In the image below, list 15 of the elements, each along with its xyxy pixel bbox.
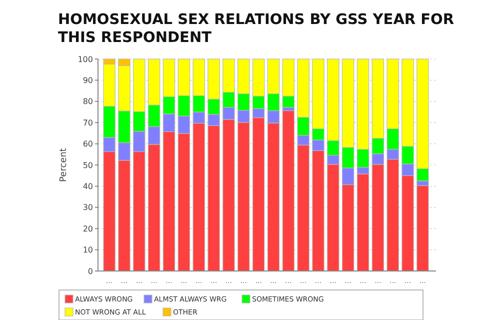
y-tick-label: 0 [88,266,93,276]
y-tick-label: 100 [78,54,93,64]
y-tick-label: 30 [82,203,93,212]
bar [416,185,429,272]
bar [282,110,295,272]
y-tick-label: 60 [82,140,93,149]
y-axis-title: Percent [59,148,69,182]
y-tick-label: 40 [82,182,93,191]
y-tick-label: 80 [82,97,93,106]
chart-title: HOMOSEXUAL SEX RELATIONS BY GSS YEAR FOR THIS RESPONDENT [58,12,454,46]
y-tick-label: 10 [82,246,93,255]
y-tick-label: 70 [82,118,93,128]
y-tick-label: 50 [82,160,93,170]
y-tick-label: 20 [82,224,93,234]
y-tick-label: 90 [82,76,93,85]
